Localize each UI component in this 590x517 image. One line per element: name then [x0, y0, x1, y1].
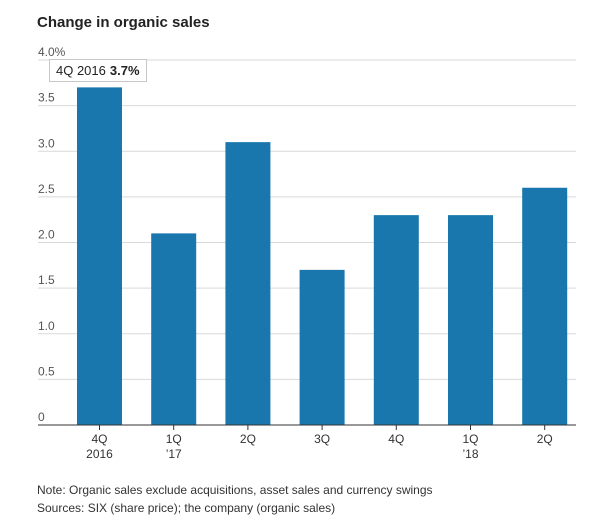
y-tick-label: 1.5: [38, 273, 55, 287]
y-tick-label: 3.5: [38, 91, 55, 105]
y-tick-label: 2.5: [38, 182, 55, 196]
footer: Note: Organic sales exclude acquisitions…: [37, 481, 433, 517]
y-tick-label: 0.5: [38, 364, 55, 378]
x-tick-label: 4Q: [388, 432, 404, 446]
x-tick-label: 3Q: [314, 432, 330, 446]
y-tick-label: 0: [38, 410, 45, 424]
x-tick-label: 2Q: [240, 432, 256, 446]
y-tick-label: 4.0%: [38, 45, 66, 59]
bars: [77, 87, 568, 425]
x-tick-label: 1Q: [166, 432, 182, 446]
x-tick-label: 2016: [86, 447, 113, 461]
y-tick-label: 3.0: [38, 136, 55, 150]
bar: [225, 142, 271, 425]
bar: [448, 215, 493, 425]
bar: [522, 187, 568, 425]
bar-tooltip: 4Q 2016 3.7%: [49, 59, 147, 82]
bar: [373, 215, 419, 425]
bar: [299, 269, 345, 425]
tooltip-label: 4Q 2016: [56, 63, 106, 78]
sources-text: Sources: SIX (share price); the company …: [37, 501, 336, 515]
x-tick-label: 2Q: [537, 432, 553, 446]
tooltip-value: 3.7%: [109, 63, 140, 78]
bar-chart: 00.51.01.52.02.53.03.54.0% 4Q20161Q’172Q…: [38, 45, 576, 461]
x-tick-label: ’18: [462, 447, 478, 461]
y-tick-label: 2.0: [38, 228, 55, 242]
y-axis-ticks: 0 0.5 1.0 1.5 2.0 2.5 3.0 3.5 4.0%: [38, 45, 66, 424]
chart-title: Change in organic sales: [37, 14, 210, 31]
x-tick-label: 4Q: [91, 432, 107, 446]
x-tick-label: ’17: [166, 447, 182, 461]
x-tick-label: 1Q: [462, 432, 478, 446]
bar: [77, 87, 122, 425]
y-tick-label: 1.0: [38, 319, 55, 333]
bar: [151, 233, 197, 425]
note-text: Note: Organic sales exclude acquisitions…: [37, 483, 433, 497]
